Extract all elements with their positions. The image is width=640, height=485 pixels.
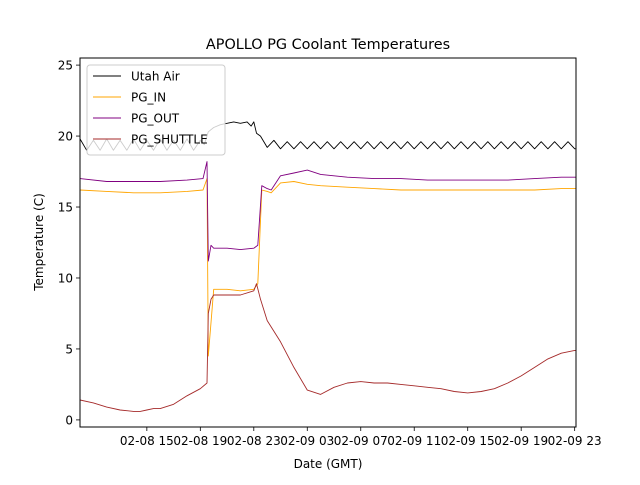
x-tick-label: 02-08 19 [173,434,227,448]
x-tick-label: 02-09 11 [387,434,441,448]
legend-label: PG_IN [131,91,166,105]
y-tick-label: 20 [58,130,73,144]
x-tick-label: 02-09 03 [280,434,334,448]
x-tick-label: 02-09 23 [548,434,602,448]
x-tick-label: 02-09 15 [441,434,495,448]
y-tick-label: 5 [65,342,73,356]
y-tick-label: 0 [65,413,73,427]
x-axis: 02-08 15 02-08 19 02-08 23 02-09 03 02-09 07… [120,427,602,448]
y-axis: 0 5 10 15 20 25 [58,59,80,427]
y-axis-title: Temperature (C) [32,193,46,292]
y-tick-label: 25 [58,59,73,73]
x-tick-label: 02-08 15 [120,434,174,448]
legend-label: Utah Air [131,70,180,84]
legend-label: PG_SHUTTLE [131,133,208,147]
legend-label: PG_OUT [131,112,180,126]
series-line-pg-in [80,178,576,357]
y-tick-label: 10 [58,271,73,285]
plot-frame [79,57,577,428]
x-tick-label: 02-09 19 [494,434,548,448]
x-tick-label: 02-08 23 [227,434,281,448]
legend: Utah Air PG_IN PG_OUT PG_SHUTTLE [86,64,226,156]
series-line-pg-shuttle [80,283,576,412]
series-line-pg-out [80,161,576,262]
legend-box [86,64,226,156]
y-tick-label: 15 [58,201,73,215]
chart-title: APOLLO PG Coolant Temperatures [206,37,450,53]
x-tick-label: 02-09 07 [334,434,388,448]
x-axis-title: Date (GMT) [294,457,363,471]
